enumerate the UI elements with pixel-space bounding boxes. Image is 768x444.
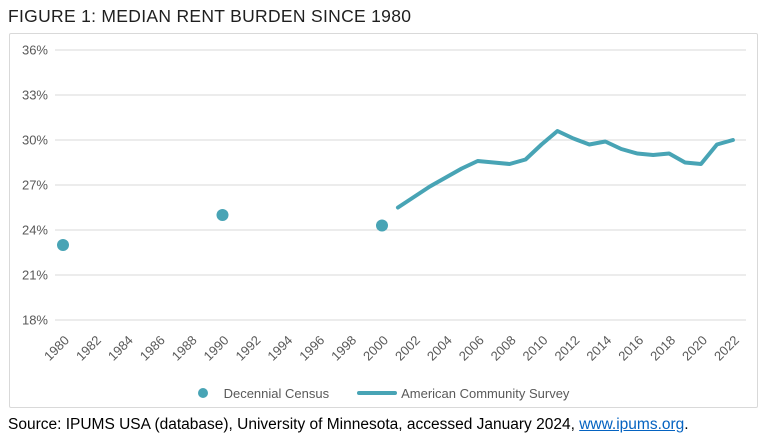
- y-axis-tick-label: 33%: [22, 88, 48, 103]
- x-axis-tick-label: 2010: [520, 333, 551, 364]
- source-attribution: Source: IPUMS USA (database), University…: [8, 416, 764, 434]
- x-axis-tick-label: 2014: [583, 333, 614, 364]
- x-axis-tick-label: 2004: [424, 333, 455, 364]
- figure-title: FIGURE 1: MEDIAN RENT BURDEN SINCE 1980: [8, 6, 412, 26]
- y-axis-tick-label: 21%: [22, 268, 48, 283]
- x-axis-tick-label: 2008: [488, 333, 519, 364]
- x-axis-tick-label: 1984: [105, 333, 136, 364]
- y-axis-tick-label: 24%: [22, 223, 48, 238]
- rent-burden-chart: 18% 21% 24% 27% 30% 33% 36% 1980 1982 1984 1986 198…: [22, 43, 746, 364]
- legend-label-acs: American Community Survey: [401, 385, 570, 401]
- x-axis-tick-label: 2018: [647, 333, 678, 364]
- x-axis-tick-label: 1992: [232, 333, 263, 364]
- x-axis-tick-label: 2022: [711, 333, 742, 364]
- legend-item-acs: American Community Survey: [357, 386, 569, 401]
- x-axis-tick-label: 1986: [137, 333, 168, 364]
- y-axis-tick-label: 27%: [22, 178, 48, 193]
- x-axis-tick-label: 2016: [615, 333, 646, 364]
- census-dot-swatch-icon: [197, 388, 208, 398]
- x-axis-tick-label: 2006: [456, 333, 487, 364]
- x-axis-tick-label: 1980: [41, 333, 72, 364]
- chart-legend: Decennial Census American Community Surv…: [10, 379, 757, 407]
- x-axis-tick-label: 1982: [73, 333, 104, 364]
- acs-series-line: [395, 129, 735, 210]
- x-axis-tick-label: 2002: [392, 333, 423, 364]
- source-text-prefix: Source: IPUMS USA (database), University…: [8, 416, 580, 433]
- x-axis-tick-label: 1996: [296, 333, 327, 364]
- x-axis-tick-label: 2012: [551, 333, 582, 364]
- legend-item-decennial-census: Decennial Census: [197, 385, 330, 401]
- source-text-suffix: .: [684, 416, 689, 433]
- x-axis-tick-label: 2020: [679, 333, 710, 364]
- census-data-dot: [216, 209, 229, 221]
- x-axis-tick-label: 1988: [169, 333, 200, 364]
- x-axis-tick-label: 1990: [201, 333, 232, 364]
- x-axis-tick-label: 1994: [264, 333, 295, 364]
- census-data-dot: [57, 239, 69, 251]
- y-axis-tick-label: 18%: [22, 313, 48, 328]
- x-axis-tick-label: 2000: [360, 333, 391, 364]
- legend-label-decennial-census: Decennial Census: [223, 385, 330, 401]
- chart-area: 18% 21% 24% 27% 30% 33% 36% 1980 1982 1984 1986 198…: [9, 33, 758, 408]
- acs-line-swatch-icon: [357, 391, 398, 395]
- ipums-link[interactable]: www.ipums.org: [579, 416, 685, 433]
- x-axis-tick-label: 1998: [328, 333, 359, 364]
- y-axis-tick-label: 30%: [22, 133, 48, 148]
- census-data-dot: [376, 219, 388, 232]
- y-axis-tick-label: 36%: [22, 43, 48, 58]
